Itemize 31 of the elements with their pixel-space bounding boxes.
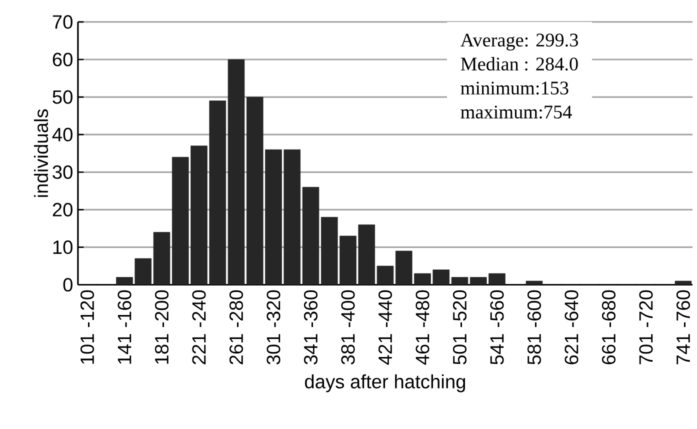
y-tick-label: 60 xyxy=(52,52,72,66)
x-tick-label: 501 -520 xyxy=(452,290,467,365)
y-tick-label: 10 xyxy=(53,240,72,254)
y-tick-label: 20 xyxy=(52,203,72,217)
x-axis-title: days after hatching xyxy=(305,374,466,392)
x-tick-label: 421 -440 xyxy=(378,290,392,365)
x-tick-label: 461 -480 xyxy=(416,290,430,365)
annotation: Median : 284.0 xyxy=(460,57,578,71)
x-tick-label: 301 -320 xyxy=(266,290,280,365)
x-tick-label: 701 -720 xyxy=(639,290,653,364)
annotation: minimum:153 xyxy=(460,82,568,95)
y-tick-label: 50 xyxy=(52,90,72,104)
annotation: maximum:754 xyxy=(460,106,572,119)
y-tick-label: 40 xyxy=(52,128,72,142)
x-tick-label: 181 -200 xyxy=(154,290,169,364)
x-tick-label: 541 -560 xyxy=(490,290,504,365)
annotation: Average: 299.3 xyxy=(460,34,578,51)
x-tick-label: 621 -640 xyxy=(564,290,578,364)
y-axis-title: individuals xyxy=(34,109,48,198)
y-tick-label: 30 xyxy=(52,166,72,180)
x-tick-label: 661 -680 xyxy=(602,290,616,364)
x-tick-label: 581 -600 xyxy=(527,290,542,365)
x-tick-label: 741 -760 xyxy=(676,290,690,364)
y-tick-label: 70 xyxy=(52,15,72,29)
x-tick-label: 381 -400 xyxy=(341,290,355,365)
x-tick-label: 141 -160 xyxy=(118,290,132,364)
x-tick-label: 101 -120 xyxy=(80,290,94,364)
y-tick-label: 0 xyxy=(63,278,72,292)
x-tick-label: 341 -360 xyxy=(304,290,318,365)
x-tick-label: 221 -240 xyxy=(192,290,206,364)
x-tick-label: 261 -280 xyxy=(229,290,244,364)
